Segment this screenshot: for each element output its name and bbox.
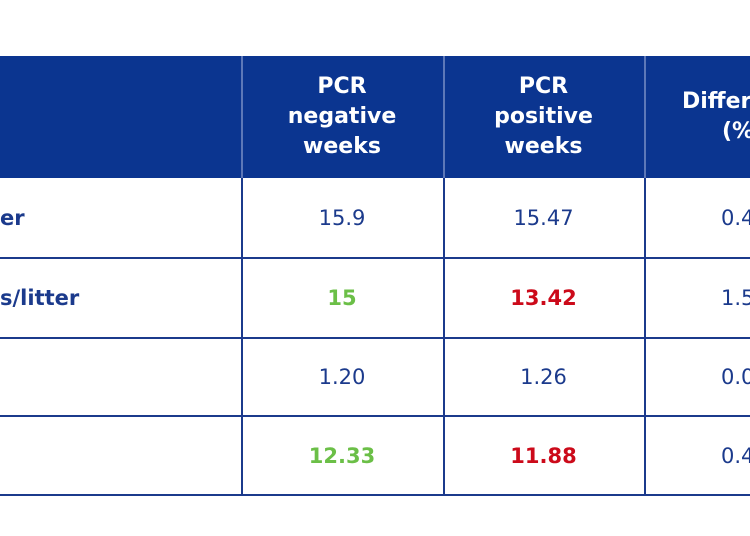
row-label [0,416,241,495]
header-divider [644,56,646,178]
value-cell: 0.4 [721,206,750,230]
value-cell: 1.5 [721,286,750,310]
value-cell: 12.33 [308,443,376,468]
row-divider [0,257,750,259]
header-line: PCR [518,74,569,99]
column-divider [241,56,243,496]
header-line: Differ [682,89,750,114]
row-label: er [0,206,25,230]
value-cell: 1.20 [318,365,366,389]
value-cell: 0.0 [721,365,750,389]
header-cell: PCR negative weeks [241,56,443,178]
header-cell: Differ (% [644,56,750,178]
data-table: PCR negative weeks PCR positive weeks Differ (%… [0,56,750,496]
row-divider [0,337,750,339]
header-cell: PCR positive weeks [443,56,644,178]
row-divider [0,415,750,417]
header-divider [443,56,445,178]
header-line: PCR [317,74,367,99]
value-cell: 15.47 [513,206,574,230]
row-label: s/litter [0,286,80,310]
value-cell: 1.26 [520,365,567,389]
value-cell: 13.42 [510,286,577,310]
header-line: weeks [303,134,381,159]
header-line: positive [494,104,593,129]
row-divider [0,494,750,496]
header-band [0,56,750,178]
header-line: negative [287,104,397,129]
column-divider [443,56,445,496]
header-divider [241,56,243,178]
value-cell: 11.88 [510,443,577,468]
value-cell: 0.4 [721,443,750,468]
header-line: (% [722,119,750,144]
value-cell: 15.9 [318,206,366,230]
column-divider [644,56,646,496]
header-line: weeks [504,134,583,159]
value-cell: 15 [327,286,357,310]
row-label [0,338,241,416]
